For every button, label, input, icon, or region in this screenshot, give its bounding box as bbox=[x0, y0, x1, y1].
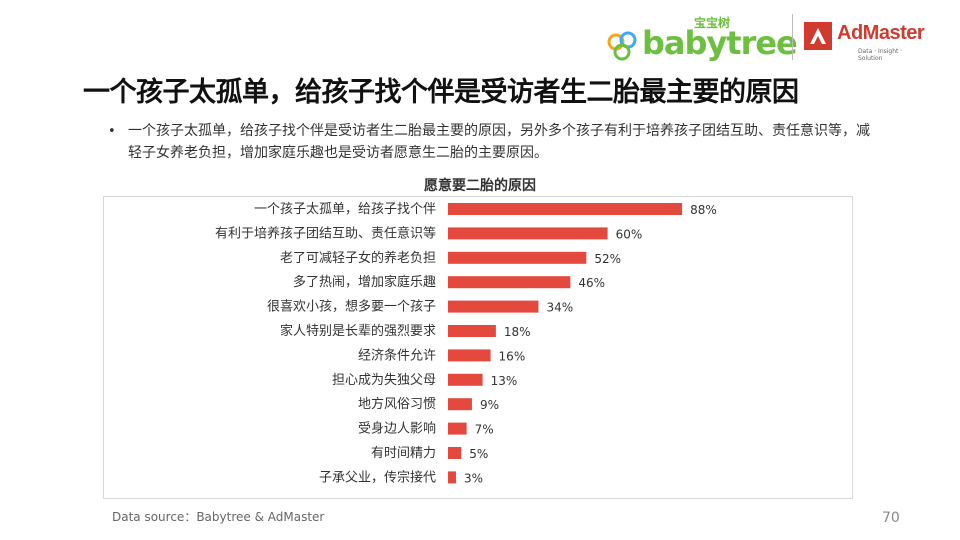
category-label: 担心成为失独父母 bbox=[332, 373, 436, 388]
value-label: 46% bbox=[578, 276, 605, 290]
category-label: 家人特别是长辈的强烈要求 bbox=[280, 323, 436, 339]
bar bbox=[448, 227, 608, 240]
value-label: 9% bbox=[480, 398, 499, 412]
admaster-tagline: Data · Insight · Solution bbox=[858, 48, 903, 62]
bar-chart: 一个孩子太孤单，给孩子找个伴 88% 有利于培养孩子团结互助、责任意识等 60% 老了可… bbox=[215, 202, 717, 485]
bar bbox=[448, 373, 483, 386]
bar bbox=[448, 276, 571, 289]
bar bbox=[448, 300, 539, 313]
admaster-logo: AdMaster Data · Insight · Solution bbox=[804, 18, 925, 62]
bar bbox=[448, 325, 496, 337]
value-label: 7% bbox=[475, 423, 494, 437]
page-number: 70 bbox=[882, 510, 900, 526]
category-label: 地方风俗习惯 bbox=[358, 396, 436, 412]
bar bbox=[448, 398, 472, 411]
value-label: 13% bbox=[491, 374, 518, 388]
chart-frame: 一个孩子太孤单，给孩子找个伴 88% 有利于培养孩子团结互助、责任意识等 60% 老了可… bbox=[103, 196, 853, 499]
bar bbox=[448, 422, 467, 435]
value-label: 88% bbox=[690, 203, 717, 217]
babytree-flower-icon bbox=[607, 31, 637, 61]
category-label: 多了热闹，增加家庭乐趣 bbox=[293, 274, 436, 290]
chart-title: 愿意要二胎的原因 bbox=[424, 178, 536, 194]
bar bbox=[448, 251, 587, 264]
category-label: 很喜欢小孩，想多要一个孩子 bbox=[267, 299, 436, 315]
data-source: Data source：Babytree & AdMaster bbox=[112, 510, 325, 524]
category-label: 有利于培养孩子团结互助、责任意识等 bbox=[215, 225, 436, 241]
bullet-dot-icon: • bbox=[108, 124, 116, 139]
category-label: 有时间精力 bbox=[371, 446, 436, 461]
category-label: 一个孩子太孤单，给孩子找个伴 bbox=[254, 202, 436, 217]
babytree-wordmark: babytree bbox=[642, 24, 798, 62]
value-label: 5% bbox=[469, 447, 488, 461]
bar bbox=[448, 447, 462, 459]
value-label: 3% bbox=[464, 471, 483, 485]
value-label: 52% bbox=[594, 252, 621, 266]
babytree-logo: 宝宝树 babytree bbox=[604, 12, 798, 62]
page-title: 一个孩子太孤单，给孩子找个伴是受访者生二胎最主要的原因 bbox=[83, 77, 799, 108]
header-logos: 宝宝树 babytree AdMaster Data · Insight · S… bbox=[604, 8, 925, 68]
babytree-chinese-name: 宝宝树 bbox=[694, 16, 731, 30]
category-label: 经济条件允许 bbox=[358, 347, 436, 363]
bar bbox=[448, 471, 456, 484]
value-label: 16% bbox=[499, 349, 526, 363]
admaster-wordmark: AdMaster bbox=[837, 22, 925, 44]
bullet-point: • 一个孩子太孤单，给孩子找个伴是受访者生二胎最主要的原因，另外多个孩子有利于培… bbox=[108, 120, 874, 164]
bullet-text: 一个孩子太孤单，给孩子找个伴是受访者生二胎最主要的原因，另外多个孩子有利于培养孩… bbox=[128, 123, 870, 161]
category-label: 老了可减轻子女的养老负担 bbox=[280, 250, 436, 266]
logo-divider bbox=[792, 14, 793, 60]
value-label: 18% bbox=[504, 325, 531, 339]
value-label: 60% bbox=[616, 227, 643, 241]
value-label: 34% bbox=[546, 301, 573, 315]
category-label: 受身边人影响 bbox=[358, 421, 436, 437]
category-label: 子承父业，传宗接代 bbox=[319, 469, 436, 485]
bar bbox=[448, 203, 683, 215]
admaster-mark-icon bbox=[804, 22, 832, 50]
bar bbox=[448, 349, 491, 362]
